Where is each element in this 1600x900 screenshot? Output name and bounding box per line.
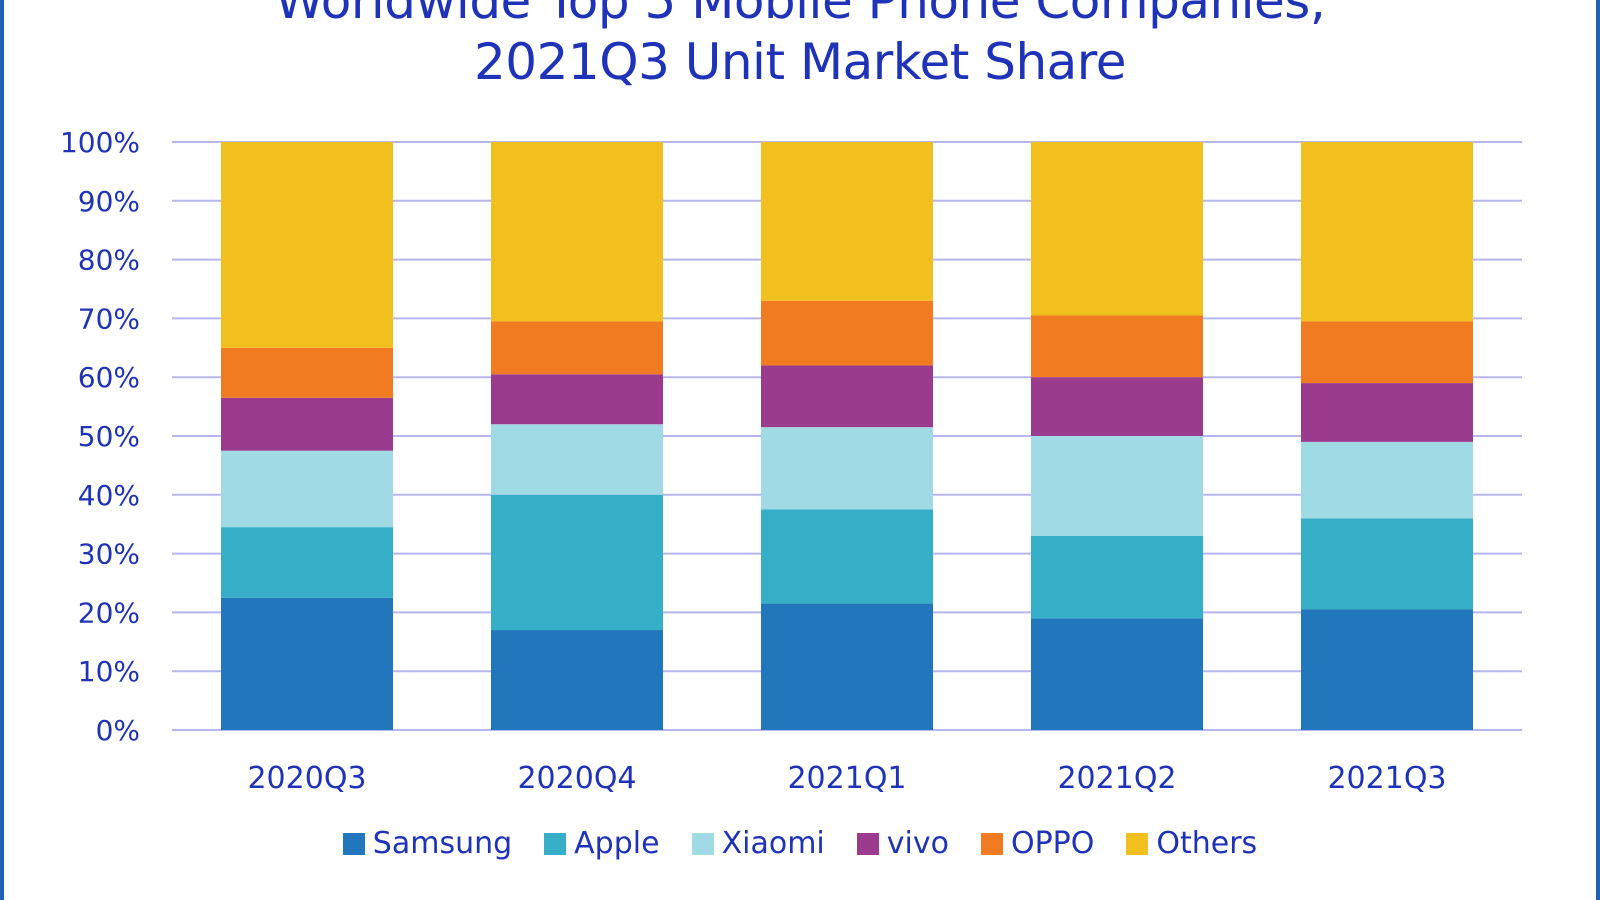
legend-label-xiaomi: Xiaomi xyxy=(721,826,825,861)
legend-label-samsung: Samsung xyxy=(372,826,513,861)
bar-segment-samsung-2021q1 xyxy=(761,603,933,730)
bar-segment-apple-2020q4 xyxy=(491,494,663,631)
legend-swatch-oppo xyxy=(980,832,1003,855)
bar-segment-samsung-2021q3 xyxy=(1301,609,1473,730)
bar-segment-oppo-2020q4 xyxy=(491,321,663,375)
y-tick-label: 20% xyxy=(78,596,140,629)
bar-segment-vivo-2021q2 xyxy=(1031,377,1203,436)
y-tick-label: 70% xyxy=(78,302,140,335)
y-tick-label: 30% xyxy=(78,538,140,571)
legend-swatch-others xyxy=(1126,832,1149,855)
bar-segment-vivo-2021q3 xyxy=(1301,383,1473,442)
frame-border-left xyxy=(0,0,4,900)
bar-segment-samsung-2020q4 xyxy=(491,630,663,730)
bar-segment-samsung-2020q3 xyxy=(221,597,393,730)
bar-segment-vivo-2020q3 xyxy=(221,397,393,451)
bar-segment-oppo-2021q3 xyxy=(1301,321,1473,384)
chart-title-line-2: 2021Q3 Unit Market Share xyxy=(473,33,1127,91)
y-tick-label: 80% xyxy=(78,244,140,277)
y-axis-ticks: 0% 10% 20% 30% 40% 50% 60% 70% 80% 90% 100% xyxy=(60,126,140,747)
legend-label-apple: Apple xyxy=(574,826,660,861)
y-tick-label: 10% xyxy=(78,655,140,688)
bar-segment-xiaomi-2021q2 xyxy=(1031,436,1203,536)
legend-swatch-vivo xyxy=(856,832,879,855)
chart-legend: Samsung Apple Xiaomi vivo OPPO Others xyxy=(0,826,1600,861)
legend-item-apple: Apple xyxy=(544,826,660,861)
bar-segment-xiaomi-2021q3 xyxy=(1301,441,1473,519)
bar-segment-others-2021q2 xyxy=(1031,142,1203,316)
bar-segment-xiaomi-2021q1 xyxy=(761,427,933,510)
y-tick-label: 40% xyxy=(78,479,140,512)
legend-item-vivo: vivo xyxy=(856,826,949,861)
bar-segment-others-2020q4 xyxy=(491,142,663,322)
bar-segment-samsung-2021q2 xyxy=(1031,618,1203,730)
legend-label-vivo: vivo xyxy=(886,826,949,861)
legend-item-oppo: OPPO xyxy=(980,826,1095,861)
bar-segment-oppo-2021q2 xyxy=(1031,315,1203,378)
x-axis-ticks: 2020Q3 2020Q4 2021Q1 2021Q2 2021Q3 xyxy=(247,761,1446,796)
x-tick-label-2020q4: 2020Q4 xyxy=(517,761,636,796)
bar-segment-apple-2021q3 xyxy=(1301,518,1473,610)
bar-segment-others-2021q3 xyxy=(1301,142,1473,322)
bar-segment-xiaomi-2020q3 xyxy=(221,450,393,528)
bar-segment-apple-2021q1 xyxy=(761,509,933,604)
legend-swatch-xiaomi xyxy=(691,832,714,855)
bar-segment-oppo-2021q1 xyxy=(761,300,933,366)
x-tick-label-2021q2: 2021Q2 xyxy=(1057,761,1176,796)
bar-segment-apple-2020q3 xyxy=(221,527,393,598)
bar-segment-vivo-2020q4 xyxy=(491,374,663,425)
x-tick-label-2021q3: 2021Q3 xyxy=(1327,761,1446,796)
legend-item-xiaomi: Xiaomi xyxy=(691,826,825,861)
legend-item-samsung: Samsung xyxy=(342,826,513,861)
legend-label-others: Others xyxy=(1156,826,1258,861)
bar-segment-others-2020q3 xyxy=(221,142,393,348)
x-tick-label-2021q1: 2021Q1 xyxy=(787,761,906,796)
legend-label-oppo: OPPO xyxy=(1010,826,1095,861)
frame-border-right xyxy=(1596,0,1600,900)
chart-title-line-1: Worldwide Top 5 Mobile Phone Companies, xyxy=(274,0,1326,30)
bar-segment-vivo-2021q1 xyxy=(761,365,933,428)
y-tick-label: 90% xyxy=(78,185,140,218)
legend-swatch-apple xyxy=(544,832,567,855)
legend-item-others: Others xyxy=(1126,826,1257,861)
bar-segment-xiaomi-2020q4 xyxy=(491,424,663,495)
bars xyxy=(221,142,1473,730)
x-tick-label-2020q3: 2020Q3 xyxy=(247,761,366,796)
bar-segment-apple-2021q2 xyxy=(1031,535,1203,619)
y-tick-label: 100% xyxy=(60,126,140,159)
bar-segment-oppo-2020q3 xyxy=(221,347,393,398)
bar-segment-others-2021q1 xyxy=(761,142,933,301)
y-tick-label: 60% xyxy=(78,361,140,394)
y-tick-label: 50% xyxy=(78,420,140,453)
legend-swatch-samsung xyxy=(342,832,365,855)
y-tick-label: 0% xyxy=(96,714,140,747)
